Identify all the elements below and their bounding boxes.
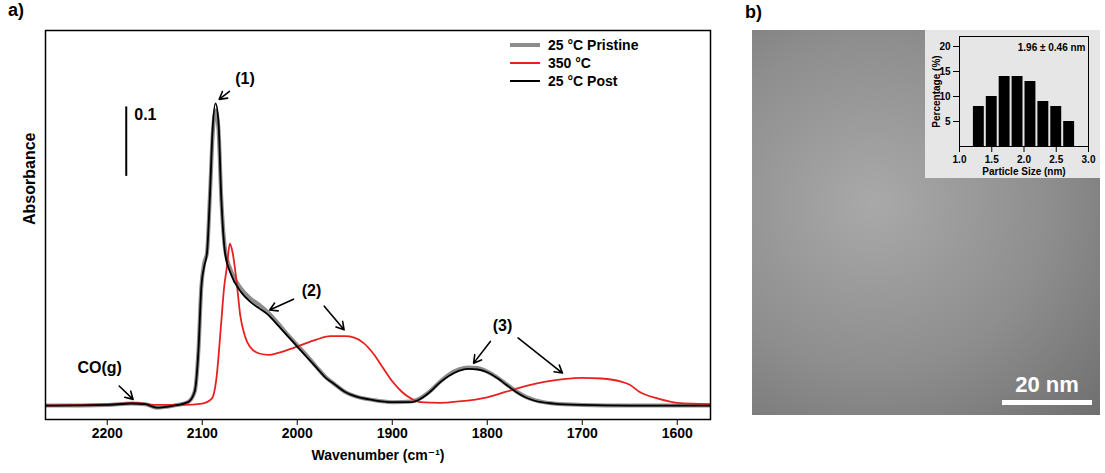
- svg-text:Wavenumber (cm⁻¹): Wavenumber (cm⁻¹): [312, 447, 445, 463]
- svg-text:5: 5: [945, 116, 951, 127]
- svg-text:1700: 1700: [567, 425, 598, 441]
- html-text:350 °C: 350 °C: [548, 55, 591, 71]
- svg-text:(3): (3): [493, 317, 513, 334]
- svg-text:Particle Size (nm): Particle Size (nm): [982, 166, 1065, 177]
- html-text:b): b): [745, 2, 762, 22]
- svg-text:(1): (1): [235, 70, 255, 87]
- svg-text:0.1: 0.1: [134, 106, 156, 123]
- svg-text:1900: 1900: [377, 425, 408, 441]
- html-text:20 nm: 20 nm: [1015, 372, 1079, 397]
- svg-text:Absorbance: Absorbance: [21, 132, 38, 225]
- svg-text:(2): (2): [302, 282, 322, 299]
- svg-text:2200: 2200: [92, 425, 123, 441]
- html-text:25 °C Post: 25 °C Post: [548, 73, 618, 89]
- svg-text:2000: 2000: [282, 425, 313, 441]
- svg-text:2100: 2100: [187, 425, 218, 441]
- svg-text:15: 15: [939, 65, 951, 77]
- svg-text:2.0: 2.0: [1017, 154, 1031, 165]
- svg-text:Percentage (%): Percentage (%): [931, 55, 942, 127]
- svg-text:3.0: 3.0: [1082, 154, 1096, 165]
- svg-text:20: 20: [939, 41, 951, 52]
- svg-text:CO(g): CO(g): [77, 359, 121, 376]
- svg-text:10: 10: [939, 90, 951, 102]
- svg-text:1.5: 1.5: [985, 154, 999, 165]
- svg-text:2.5: 2.5: [1049, 154, 1063, 165]
- html-text:25 °C Pristine: 25 °C Pristine: [548, 37, 639, 53]
- svg-text:1800: 1800: [472, 425, 503, 441]
- html-text:a): a): [8, 0, 24, 20]
- svg-text:1600: 1600: [662, 425, 693, 441]
- svg-text:1.0: 1.0: [953, 154, 967, 165]
- svg-text:1.96 ± 0.46 nm: 1.96 ± 0.46 nm: [1018, 42, 1086, 53]
